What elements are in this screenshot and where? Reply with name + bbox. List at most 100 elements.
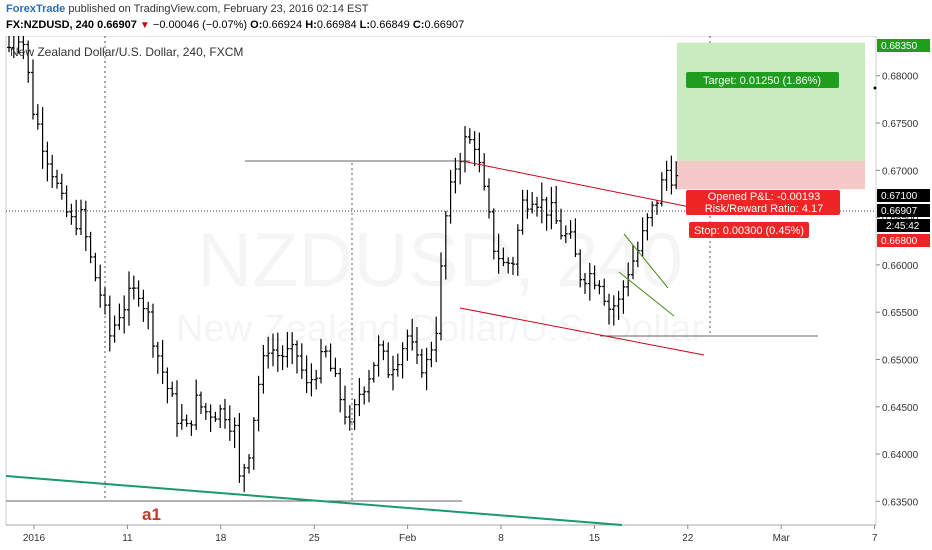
price-bar xyxy=(410,318,415,351)
price-bar xyxy=(79,199,83,236)
price-bar xyxy=(439,252,443,341)
price-bar xyxy=(367,369,371,403)
x-tick-label: Feb xyxy=(399,533,417,544)
price-bar xyxy=(203,403,208,420)
price-bar xyxy=(170,381,175,398)
watermark-symbol: NZDUSD, 240 xyxy=(197,218,683,303)
price-bar xyxy=(40,107,45,169)
countdown-text: 2:45:42 xyxy=(886,221,920,232)
price-bar xyxy=(251,417,256,470)
price-bar xyxy=(131,275,136,300)
price-bar xyxy=(184,414,189,427)
price-bar xyxy=(621,280,626,314)
price-bar xyxy=(669,155,674,195)
price-bar xyxy=(343,385,347,425)
price-bar xyxy=(419,348,424,378)
stop-price-tag xyxy=(877,234,930,247)
price-bar xyxy=(69,203,74,225)
price-bars xyxy=(7,36,679,493)
y-axis: 0.685000.680000.675000.670000.665000.660… xyxy=(876,72,919,508)
price-bar xyxy=(511,256,515,275)
price-bar xyxy=(338,367,343,413)
price-bar xyxy=(597,280,602,295)
price-bar xyxy=(237,412,242,483)
open-label: O: xyxy=(250,19,263,31)
y-tick-label: 0.67500 xyxy=(882,119,919,130)
price-bar xyxy=(664,160,669,191)
price-bar xyxy=(535,196,539,217)
price-bar xyxy=(88,231,93,264)
last-price: 0.66907 xyxy=(97,19,137,31)
close-value: 0.66907 xyxy=(424,19,465,31)
y-tick-label: 0.64000 xyxy=(882,450,919,461)
chart-title: New Zealand Dollar/U.S. Dollar, 240, FXC… xyxy=(10,45,243,59)
price-bar xyxy=(112,315,117,343)
price-bar xyxy=(347,405,352,431)
horizontal-levels xyxy=(6,160,876,502)
price-bar xyxy=(165,367,170,404)
target-label: Target: 0.01250 (1.86%) xyxy=(703,75,821,87)
price-bar xyxy=(146,301,151,330)
price-bar xyxy=(31,59,35,120)
price-bar xyxy=(155,341,160,374)
price-bar xyxy=(400,342,405,379)
price-bar xyxy=(218,404,223,429)
price-bar xyxy=(357,377,362,417)
price-bar xyxy=(477,132,482,173)
price-bar xyxy=(578,249,583,288)
price-bar xyxy=(295,340,299,374)
price-bar xyxy=(314,369,319,390)
price-bar xyxy=(573,218,578,258)
close-label: C: xyxy=(412,19,425,31)
x-axis: 2016 11 18 25 Feb 8 15 22 Mar 7 xyxy=(6,524,878,544)
brand-name[interactable]: ForexTrade xyxy=(6,3,66,15)
price-bar xyxy=(266,336,271,369)
pnl-box[interactable] xyxy=(686,190,840,215)
stop-box[interactable] xyxy=(689,222,809,238)
price-bar xyxy=(563,225,568,244)
price-bar xyxy=(175,380,179,437)
price-bar xyxy=(482,153,487,191)
price-bar xyxy=(26,40,31,83)
price-bar xyxy=(458,152,463,185)
y-tick-label: 0.68000 xyxy=(882,72,919,83)
price-bar xyxy=(271,333,275,367)
entry-price-text: 0.67100 xyxy=(881,191,918,202)
target-price-tag xyxy=(877,39,930,52)
price-bar xyxy=(189,420,194,436)
price-bar xyxy=(371,362,376,383)
price-bar xyxy=(554,185,559,225)
price-bar xyxy=(127,271,131,326)
price-bar xyxy=(443,210,448,280)
price-bar xyxy=(261,344,266,394)
last-price-tag xyxy=(877,204,930,217)
low-label: L: xyxy=(359,19,371,31)
price-bar xyxy=(151,303,155,358)
price-bar xyxy=(611,295,616,326)
y-tick-label: 0.64500 xyxy=(882,403,919,414)
price-change: −0.00046 (−0.07%) xyxy=(152,19,248,31)
price-bar xyxy=(395,353,400,377)
price-bar xyxy=(7,36,11,53)
price-bar xyxy=(247,454,251,474)
price-bar xyxy=(299,343,304,379)
price-bar xyxy=(501,247,506,267)
price-bar xyxy=(424,347,429,391)
price-bar xyxy=(328,343,333,372)
target-zone[interactable] xyxy=(677,42,865,161)
price-bar xyxy=(386,342,391,379)
publish-line: ForexTrade published on TradingView.com,… xyxy=(6,3,368,15)
target-box[interactable] xyxy=(686,72,839,88)
stop-zone[interactable] xyxy=(677,160,865,190)
y-tick-label: 0.63500 xyxy=(882,497,919,508)
price-bar xyxy=(352,399,357,430)
trend-lines xyxy=(5,160,705,526)
high-value: 0.66984 xyxy=(316,19,357,31)
price-bar xyxy=(223,398,227,429)
price-bar xyxy=(559,208,563,240)
price-chart[interactable]: NZDUSD, 240 New Zealand Dollar/U.S. Doll… xyxy=(0,36,932,550)
price-bar xyxy=(98,264,103,308)
price-bar xyxy=(107,295,112,352)
price-bar xyxy=(21,36,26,60)
scale-dot-icon xyxy=(873,86,877,90)
